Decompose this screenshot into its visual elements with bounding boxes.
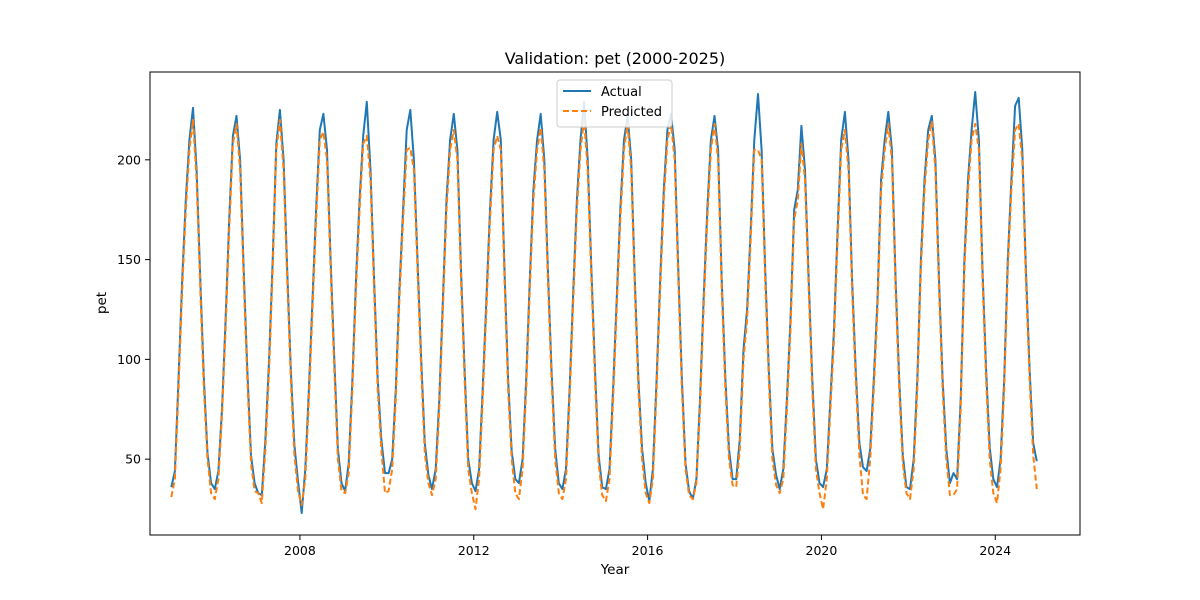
plot-frame (149, 71, 1081, 536)
x-tick-label: 2024 (979, 543, 1011, 558)
y-tick-label: 150 (117, 252, 141, 267)
series-line-predicted (170, 118, 1038, 511)
x-tick-label: 2012 (458, 543, 490, 558)
axis-ticks: 2008 2012 2016 2020 2024 50 100 150 200 (117, 152, 1011, 558)
x-tick-label: 2020 (806, 543, 838, 558)
y-axis-label: pet (94, 292, 110, 314)
legend-label-predicted: Predicted (601, 105, 662, 120)
x-tick-label: 2008 (284, 543, 316, 558)
y-tick-label: 100 (117, 352, 141, 367)
series-layer (170, 91, 1038, 514)
legend: Actual Predicted (556, 79, 673, 128)
y-tick-label: 200 (117, 152, 141, 167)
legend-label-actual: Actual (601, 85, 642, 100)
x-axis-label: Year (600, 562, 630, 578)
x-tick-label: 2016 (632, 543, 664, 558)
chart-title: Validation: pet (2000-2025) (505, 49, 726, 68)
y-tick-label: 50 (125, 452, 141, 467)
